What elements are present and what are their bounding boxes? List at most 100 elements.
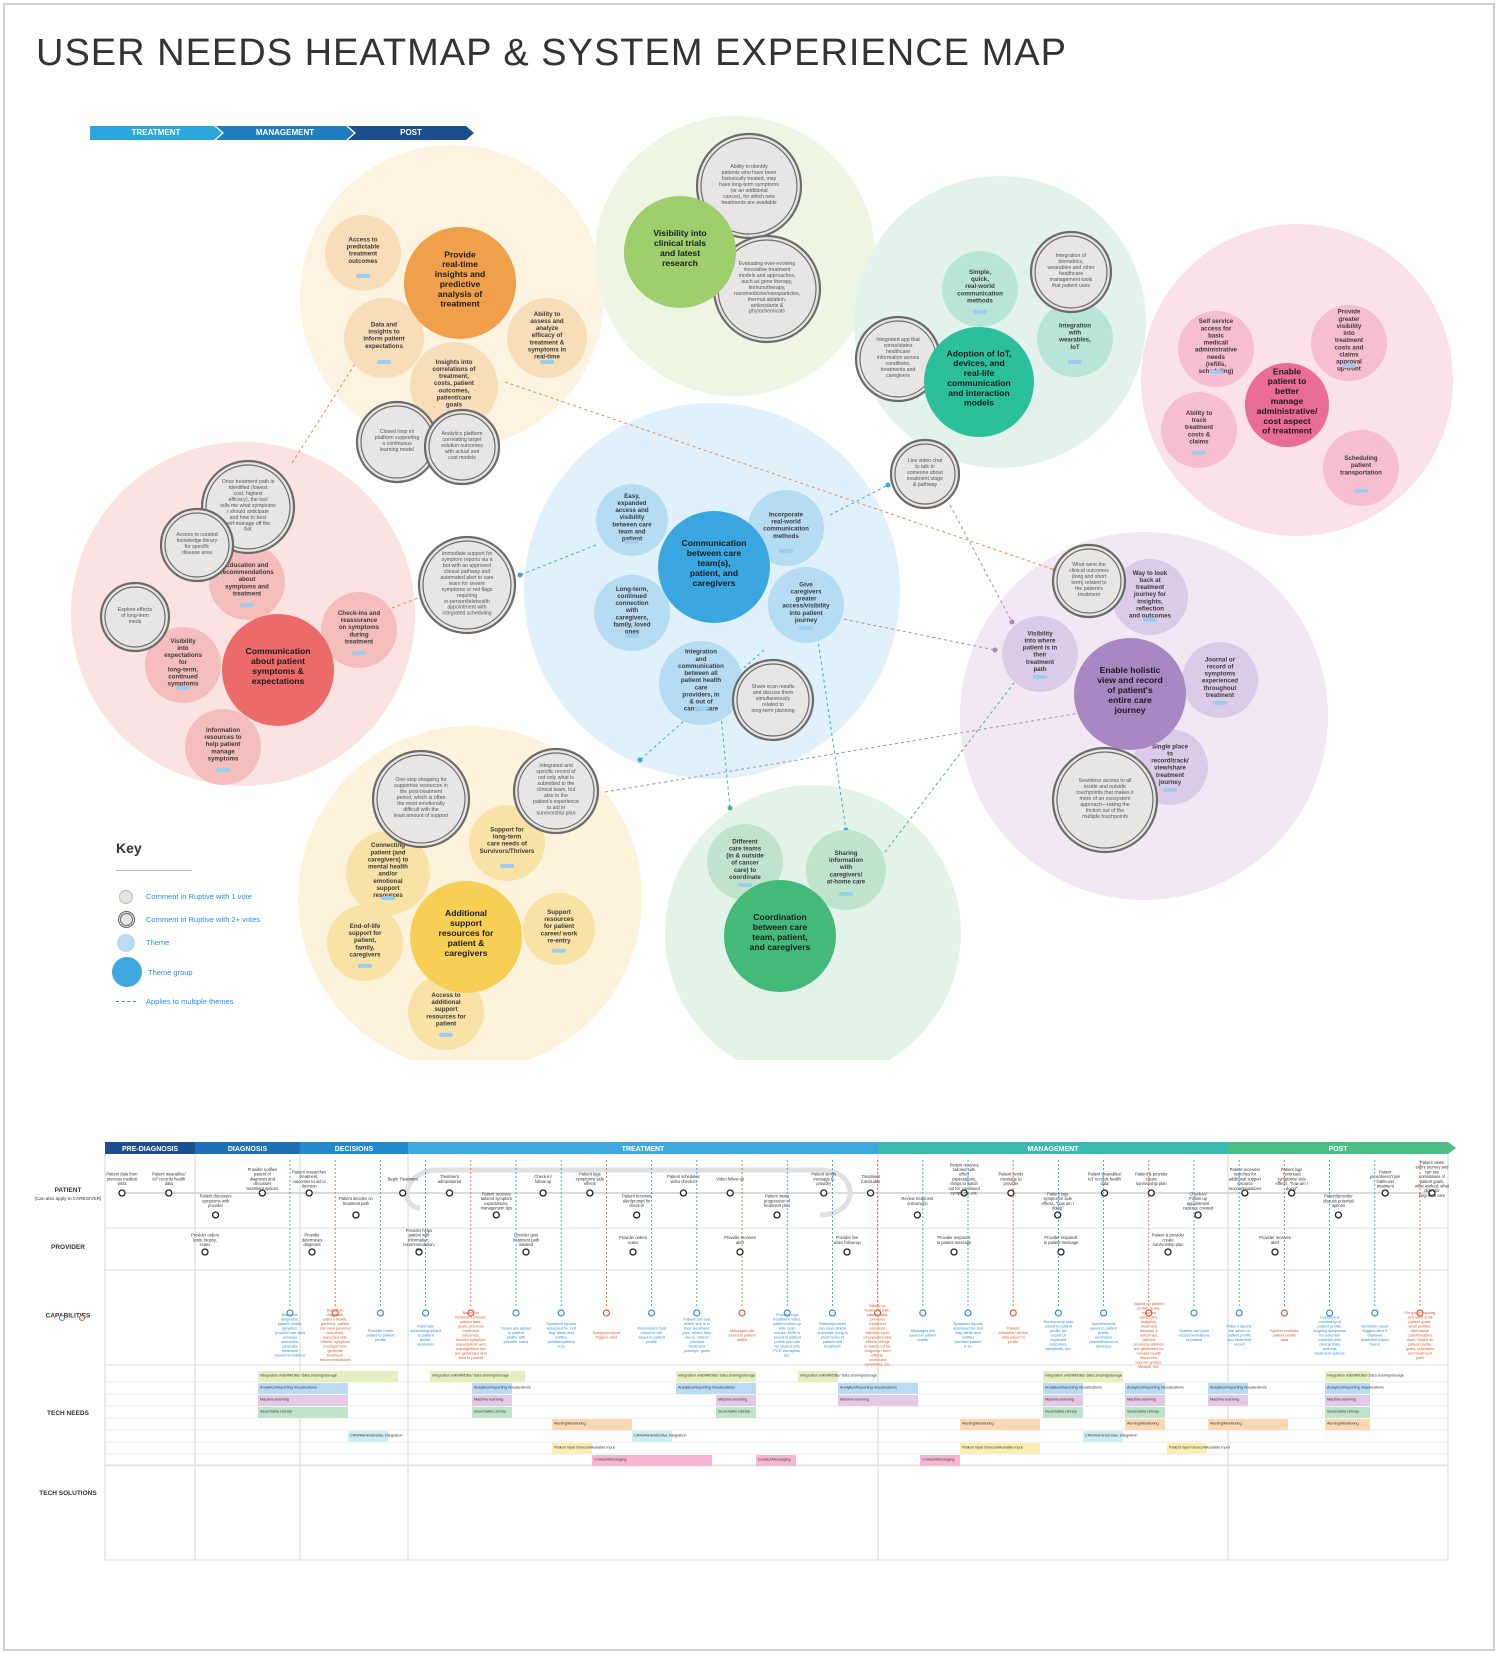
tech-need-label: Alerting/Monitoring <box>1210 1422 1242 1426</box>
text-line: treatment stage <box>907 476 943 482</box>
text-line: Provider receives <box>1259 1235 1291 1240</box>
text-line: to patient <box>418 1332 435 1337</box>
text-line: into <box>177 645 189 652</box>
text-line: Data and <box>371 321 397 328</box>
text-line: cost, highest <box>233 491 263 497</box>
comment-label: Seamless access to all inside and outside… <box>1076 778 1134 820</box>
connector-arrowhead <box>885 482 891 488</box>
text-line: with <box>839 864 853 871</box>
theme-label: Check-ins and reassurance on symptoms durin… <box>338 610 381 646</box>
text-line: approach—taking the <box>1080 802 1129 808</box>
text-line: the patient's <box>1075 586 1103 592</box>
text-line: Explore effects <box>118 607 153 613</box>
theme-self-service-access-for-basic-medical-ad <box>1178 311 1254 387</box>
text-line: progression of <box>764 1198 791 1203</box>
theme-way-to-look-back-at-treatment-journey-fo <box>1112 559 1188 635</box>
text-line: care) to <box>734 867 757 874</box>
patient-step-node <box>352 1211 360 1219</box>
theme-access-to-additional-support-resources-f <box>408 974 484 1050</box>
text-line: visibility <box>620 514 645 521</box>
theme-group-label: Enable patient to better manage administrati… <box>1257 366 1318 435</box>
vote-toggle-icon <box>1163 787 1177 792</box>
text-line: caregivers <box>886 373 910 379</box>
text-line: found <box>1370 1341 1380 1346</box>
tech-need-label: Alerting/Monitoring <box>962 1422 994 1426</box>
text-line: Patient/provider <box>1324 1194 1353 1199</box>
text-line: outcomes (long & <box>817 1330 848 1335</box>
comment-label: Ability to identify patients who have bee… <box>719 164 779 206</box>
text-line: Patient can see <box>683 1317 710 1322</box>
text-line: can see <box>1425 1169 1440 1174</box>
text-line: symptoms or red flags <box>441 587 492 593</box>
text-line: with actual and <box>445 449 480 455</box>
text-line: outcomes, <box>326 1330 344 1335</box>
comment-explore-effects-of-long-term-meds <box>99 581 171 653</box>
text-line: about <box>239 576 256 583</box>
journey-phase-label: MANAGEMENT <box>1028 1146 1080 1153</box>
theme-label: Scheduling patient transportation <box>1340 455 1382 476</box>
text-line: Patient decides on <box>339 1196 373 1201</box>
text-line: caregivers <box>444 948 487 958</box>
vote-toggle-icon <box>377 360 391 364</box>
text-line: recommendations <box>275 1353 306 1358</box>
text-line: access and <box>615 507 649 514</box>
text-line: Information <box>206 727 240 734</box>
text-line: doing" <box>1052 1206 1064 1211</box>
tech-need-label: Alerting/Monitoring <box>1127 1422 1159 1426</box>
text-line: flag' alerts and <box>955 1330 980 1335</box>
text-line: symptoms/ side <box>1043 1196 1072 1201</box>
text-line: approval <box>1336 359 1362 366</box>
text-line: visibility <box>1337 323 1362 330</box>
tech-need-bar-machine-learning <box>1043 1395 1083 1406</box>
text-line: treatments and <box>881 367 916 373</box>
theme-group-teal <box>924 327 1034 437</box>
capability-node <box>467 1309 475 1317</box>
text-line: patient profile, <box>1317 1323 1341 1328</box>
text-line: track <box>1192 417 1207 424</box>
text-line: if so <box>964 1344 971 1349</box>
theme-group-orange <box>404 227 516 339</box>
capability-label: Based on patient profile, goals, reported s… <box>1133 1301 1164 1369</box>
capability-label: Video/notes from check-in are saved in pat… <box>637 1326 666 1344</box>
text-line: provider/patient <box>955 1339 983 1344</box>
capability-label: Symptom report triggers alert if trial/new… <box>1361 1323 1390 1346</box>
capability-label: Appointments saved in patient profile; remi… <box>1089 1321 1118 1348</box>
text-line: pushed/saved to <box>1089 1339 1118 1344</box>
text-line: in-person/telehealth <box>444 599 490 605</box>
patient-step-label: Patient views entire journey and can see co… <box>1415 1160 1450 1198</box>
text-line: long/short term <box>865 1348 891 1353</box>
theme-visibility-into-expectations-for-long-te <box>145 627 221 703</box>
theme-label: Support resources for patient career/ work r… <box>541 909 578 945</box>
capability-node <box>286 1309 294 1317</box>
comment-inner-ring <box>517 752 595 830</box>
text-line: Patient sends <box>811 1172 836 1177</box>
text-line: greater <box>796 596 818 603</box>
provider-step-node <box>308 1248 316 1256</box>
key-item-multi: Applies to multiple themes <box>116 990 336 1013</box>
text-line: survivorship plan <box>1136 1181 1167 1186</box>
text-line: scheduling added <box>410 1328 441 1333</box>
text-line: Video/notes from <box>637 1326 666 1331</box>
text-line: between all <box>684 670 718 677</box>
text-line: term) related to <box>1071 580 1106 586</box>
text-line: expectations <box>365 343 403 350</box>
text-line: knowledge library <box>177 538 218 544</box>
patient-step-node <box>773 1211 781 1219</box>
text-line: Provider gets <box>514 1233 538 1238</box>
text-line: to patient <box>1186 1337 1203 1342</box>
comment-access-to-curated-knowledge-library-for- <box>159 507 235 583</box>
provider-step-node <box>415 1248 423 1256</box>
text-line: treatment & <box>530 339 565 346</box>
text-line: monitoring of <box>1318 1319 1341 1324</box>
tech-need-label: Searchable Library <box>1045 1410 1077 1414</box>
tech-need-bar-machine-learning <box>838 1395 918 1406</box>
text-line: patient profile <box>1273 1332 1296 1337</box>
text-line: continued <box>869 1357 886 1362</box>
text-line: re-entry <box>547 937 571 944</box>
vote-toggle-icon <box>1213 700 1227 705</box>
theme-label: Visibility into expectations for long-term, c… <box>164 638 202 688</box>
text-line: not only what is <box>538 775 574 781</box>
text-line: resources for <box>426 1013 466 1020</box>
text-line: Support for <box>490 826 524 833</box>
text-line: profile with <box>507 1335 526 1340</box>
